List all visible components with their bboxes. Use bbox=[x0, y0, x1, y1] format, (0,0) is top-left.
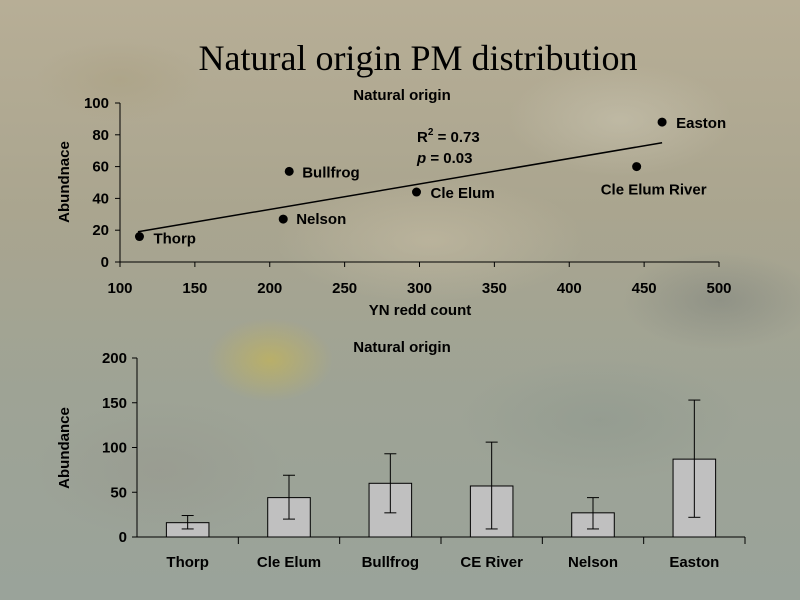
error-bars bbox=[181, 399, 701, 530]
bar-chart-title: Natural origin bbox=[353, 339, 451, 356]
scatter-point-label: Cle Elum bbox=[431, 185, 495, 202]
bar-y-tick-label: 0 bbox=[119, 529, 127, 546]
scatter-x-tick-label: 350 bbox=[482, 280, 507, 297]
bar-x-tick-label: Easton bbox=[669, 554, 719, 571]
scatter-trendline bbox=[137, 142, 663, 233]
scatter-y-tick-label: 60 bbox=[92, 159, 109, 176]
scatter-y-tick-label: 20 bbox=[92, 222, 109, 239]
scatter-y-tick-label: 0 bbox=[101, 254, 109, 271]
p-value-annotation: p = 0.03 bbox=[416, 150, 472, 167]
bar-x-tick-label: Cle Elum bbox=[257, 554, 321, 571]
bar-y-ticks: 0 50 100 150 200 bbox=[102, 350, 137, 546]
scatter-point bbox=[412, 187, 422, 197]
slide-title: Natural origin PM distribution bbox=[199, 38, 638, 78]
bar-chart: Natural origin 0 50 100 150 200 Thorp Cle Elu… bbox=[56, 339, 746, 571]
scatter-point bbox=[657, 117, 667, 127]
bar-y-tick-label: 100 bbox=[102, 440, 127, 457]
scatter-x-tick-label: 150 bbox=[182, 280, 207, 297]
scatter-x-tick-label: 450 bbox=[632, 280, 657, 297]
scatter-x-tick-label: 400 bbox=[557, 280, 582, 297]
scatter-point-label: Bullfrog bbox=[302, 164, 360, 181]
r-squared-symbol: R bbox=[417, 129, 428, 146]
r-squared-exponent: 2 bbox=[428, 127, 434, 138]
scatter-point-label: Easton bbox=[676, 115, 726, 132]
bar-x-ticks: Thorp Cle Elum Bullfrog CE River Nelson Easto… bbox=[166, 537, 746, 571]
bar-x-tick-label: Bullfrog bbox=[362, 554, 420, 571]
scatter-x-tick-label: 500 bbox=[706, 280, 731, 297]
scatter-chart: Natural origin 100 150 200 250 300 350 400 450 5… bbox=[56, 87, 732, 319]
bars bbox=[165, 458, 717, 538]
scatter-point bbox=[134, 232, 144, 242]
scatter-chart-title: Natural origin bbox=[353, 87, 451, 104]
scatter-x-axis-label: YN redd count bbox=[369, 302, 472, 319]
bar-x-tick-label: Nelson bbox=[568, 554, 618, 571]
bar-y-tick-label: 50 bbox=[110, 484, 127, 501]
scatter-point bbox=[278, 214, 288, 224]
bar-x-tick-label: Thorp bbox=[166, 554, 209, 571]
scatter-y-tick-label: 100 bbox=[84, 95, 109, 112]
scatter-point bbox=[284, 166, 294, 176]
scatter-points: Thorp Nelson Bullfrog Cle Elum Cle Elum Rive… bbox=[134, 115, 726, 248]
scatter-y-tick-label: 40 bbox=[92, 190, 109, 207]
p-symbol: p bbox=[416, 150, 426, 167]
bar-y-tick-label: 200 bbox=[102, 350, 127, 367]
scatter-x-tick-label: 250 bbox=[332, 280, 357, 297]
scatter-y-ticks: 0 20 40 60 80 100 bbox=[84, 95, 120, 271]
scatter-x-tick-label: 200 bbox=[257, 280, 282, 297]
scatter-point bbox=[632, 162, 642, 172]
r-squared-annotation: R2 = 0.73 bbox=[417, 127, 480, 146]
bar-y-tick-label: 150 bbox=[102, 395, 127, 412]
scatter-y-axis-label: Abundnace bbox=[56, 141, 73, 223]
bar-x-tick-label: CE River bbox=[460, 554, 523, 571]
scatter-point-label: Nelson bbox=[296, 211, 346, 228]
scatter-x-ticks: 100 150 200 250 300 350 400 450 500 bbox=[107, 262, 732, 297]
scatter-x-tick-label: 100 bbox=[107, 280, 132, 297]
r-squared-value: = 0.73 bbox=[433, 129, 479, 146]
p-value: = 0.03 bbox=[426, 150, 472, 167]
scatter-y-tick-label: 80 bbox=[92, 127, 109, 144]
scatter-x-tick-label: 300 bbox=[407, 280, 432, 297]
scatter-point-label: Thorp bbox=[153, 231, 196, 248]
bar-y-axis-label: Abundance bbox=[56, 407, 73, 489]
scatter-point-label: Cle Elum River bbox=[601, 182, 707, 199]
